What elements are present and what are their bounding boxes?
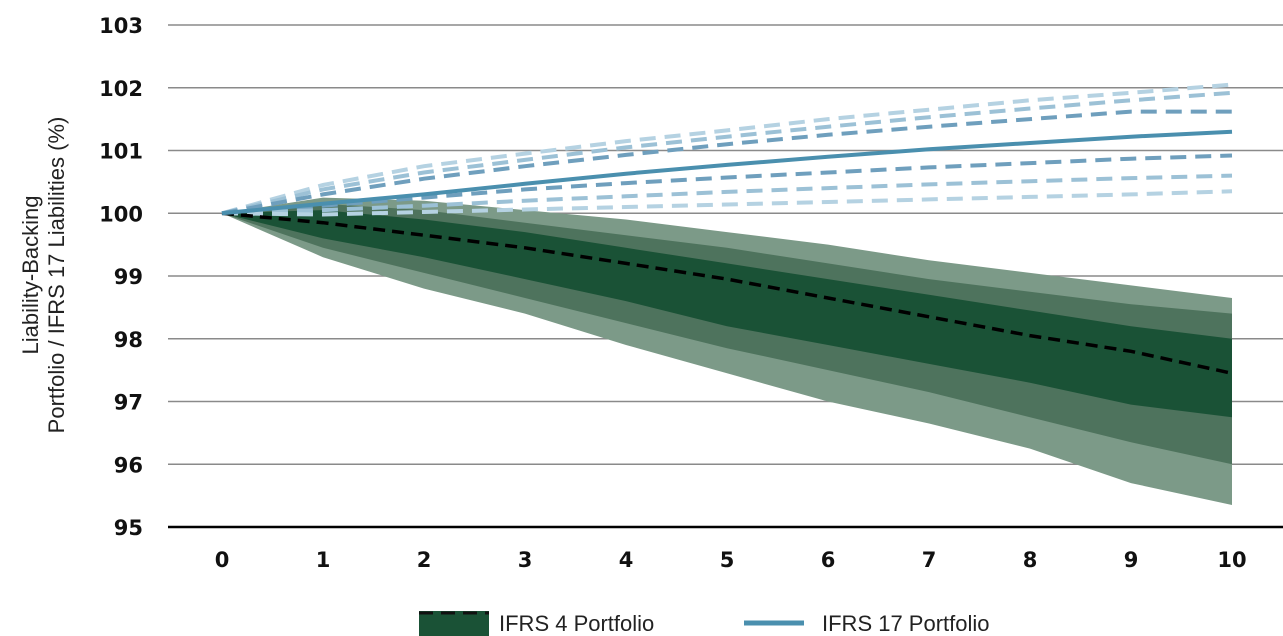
x-tick-label: 3 xyxy=(518,548,533,572)
legend-label-ifrs4: IFRS 4 Portfolio xyxy=(499,611,654,636)
y-axis-label-line2: Portfolio / IFRS 17 Liabilities (%) xyxy=(44,117,69,434)
ifrs17-scenario-line-6 xyxy=(221,189,1233,217)
legend-swatch-ifrs4 xyxy=(419,611,489,636)
ifrs17-scenario-line-2 xyxy=(221,90,1233,216)
x-tick-label: 10 xyxy=(1217,548,1246,572)
ifrs17-line xyxy=(221,129,1233,216)
x-tick-label: 1 xyxy=(316,548,331,572)
ifrs17-scenario-lines xyxy=(221,82,1233,217)
y-tick-label: 102 xyxy=(99,77,143,101)
ifrs4-band-inner xyxy=(222,210,1232,418)
x-tick-label: 0 xyxy=(215,548,230,572)
legend: IFRS 4 Portfolio IFRS 17 Portfolio xyxy=(419,611,990,636)
y-tick-label: 101 xyxy=(99,140,143,164)
y-tick-label: 97 xyxy=(114,391,143,415)
legend-label-ifrs17: IFRS 17 Portfolio xyxy=(822,611,990,636)
ifrs4-confidence-bands xyxy=(222,197,1232,505)
y-tick-label: 100 xyxy=(99,202,143,226)
ifrs4-band-middle xyxy=(222,203,1232,465)
y-tick-label: 99 xyxy=(114,265,143,289)
y-tick-label: 96 xyxy=(114,453,143,477)
y-tick-labels: 95 96 97 98 99 100 101 102 103 xyxy=(99,14,143,540)
ifrs17-scenario-line-3 xyxy=(221,109,1232,216)
x-tick-label: 4 xyxy=(619,548,634,572)
x-tick-label: 5 xyxy=(720,548,735,572)
x-tick-label: 6 xyxy=(821,548,836,572)
ifrs17-scenario-line-4 xyxy=(221,153,1233,216)
x-tick-labels: 0 1 2 3 4 5 6 7 8 9 10 xyxy=(215,548,1247,572)
y-tick-label: 103 xyxy=(99,14,143,38)
ifrs17-scenario-line-5 xyxy=(221,173,1233,216)
y-tick-label: 95 xyxy=(114,516,143,540)
x-tick-label: 2 xyxy=(417,548,432,572)
x-tick-label: 9 xyxy=(1124,548,1139,572)
x-tick-label: 7 xyxy=(922,548,937,572)
y-tick-label: 98 xyxy=(114,328,143,352)
y-axis-label-line1: Liability-Backing xyxy=(18,196,43,355)
series-lines xyxy=(221,129,1233,376)
ifrs17-scenario-line-1 xyxy=(221,82,1233,216)
x-tick-label: 8 xyxy=(1023,548,1038,572)
